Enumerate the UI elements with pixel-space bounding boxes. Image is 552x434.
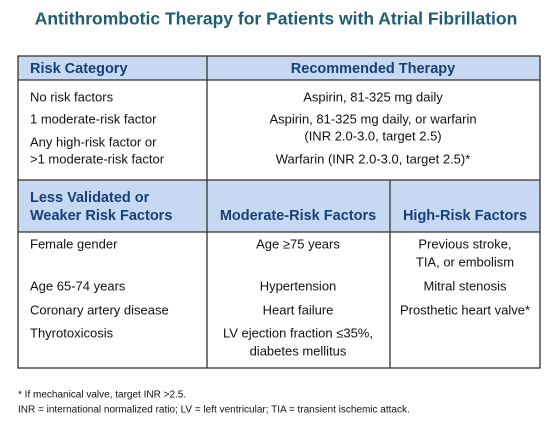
risk-factor: Heart failure xyxy=(263,302,334,317)
header-bg xyxy=(18,56,540,80)
title: Antithrombotic Therapy for Patients with… xyxy=(35,9,518,29)
risk-factor: Previous stroke, xyxy=(418,236,511,251)
footnote: INR = international normalized ratio; LV… xyxy=(18,405,410,416)
risk-factor: Thyrotoxicosis xyxy=(30,325,114,340)
risk-category: >1 moderate-risk factor xyxy=(30,151,165,166)
column-header: Moderate-Risk Factors xyxy=(220,208,376,224)
risk-factor: Coronary artery disease xyxy=(30,302,169,317)
table-border xyxy=(17,55,541,369)
risk-factor: diabetes mellitus xyxy=(250,343,347,358)
risk-factor: LV ejection fraction ≤35%, xyxy=(223,325,373,340)
column-header: Risk Category xyxy=(30,61,128,77)
risk-category: Any high-risk factor or xyxy=(30,134,157,149)
risk-factor: Prosthetic heart valve* xyxy=(400,302,530,317)
therapy: Aspirin, 81-325 mg daily xyxy=(303,89,443,104)
header-bg xyxy=(18,180,540,232)
risk-factor: TIA, or embolism xyxy=(416,254,514,269)
column-header: High-Risk Factors xyxy=(403,208,527,224)
column-header: Less Validated or xyxy=(30,190,150,206)
risk-category: No risk factors xyxy=(30,89,114,104)
risk-factor: Female gender xyxy=(30,236,118,251)
risk-factor: Hypertension xyxy=(260,278,337,293)
risk-factor: Age 65-74 years xyxy=(30,278,126,293)
therapy: (INR 2.0-3.0, target 2.5) xyxy=(304,128,441,143)
column-header: Weaker Risk Factors xyxy=(30,208,172,224)
footnote: * If mechanical valve, target INR >2.5. xyxy=(18,390,186,401)
column-header: Recommended Therapy xyxy=(291,61,455,77)
risk-factor: Age ≥75 years xyxy=(256,236,340,251)
therapy: Warfarin (INR 2.0-3.0, target 2.5)* xyxy=(276,151,471,166)
risk-factor: Mitral stenosis xyxy=(423,278,507,293)
risk-category: 1 moderate-risk factor xyxy=(30,111,157,126)
therapy: Aspirin, 81-325 mg daily, or warfarin xyxy=(269,111,476,126)
